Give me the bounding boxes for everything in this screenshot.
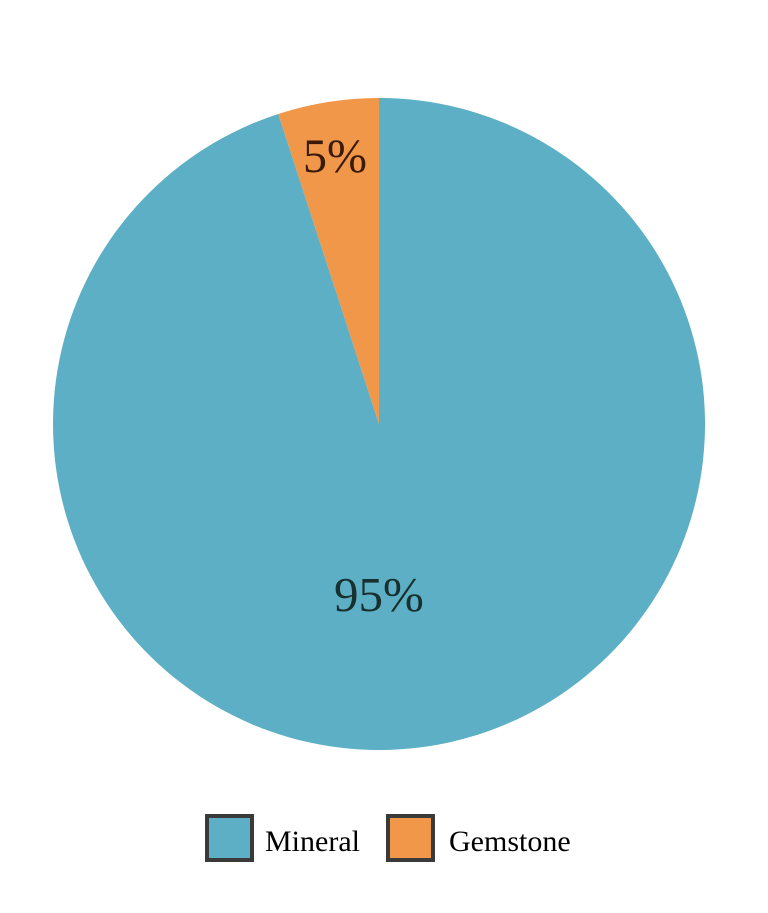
svg-text:95%: 95% xyxy=(334,567,424,622)
svg-text:Mineral: Mineral xyxy=(265,825,360,858)
svg-text:5%: 5% xyxy=(303,130,367,183)
svg-text:Gemstone: Gemstone xyxy=(449,825,571,858)
